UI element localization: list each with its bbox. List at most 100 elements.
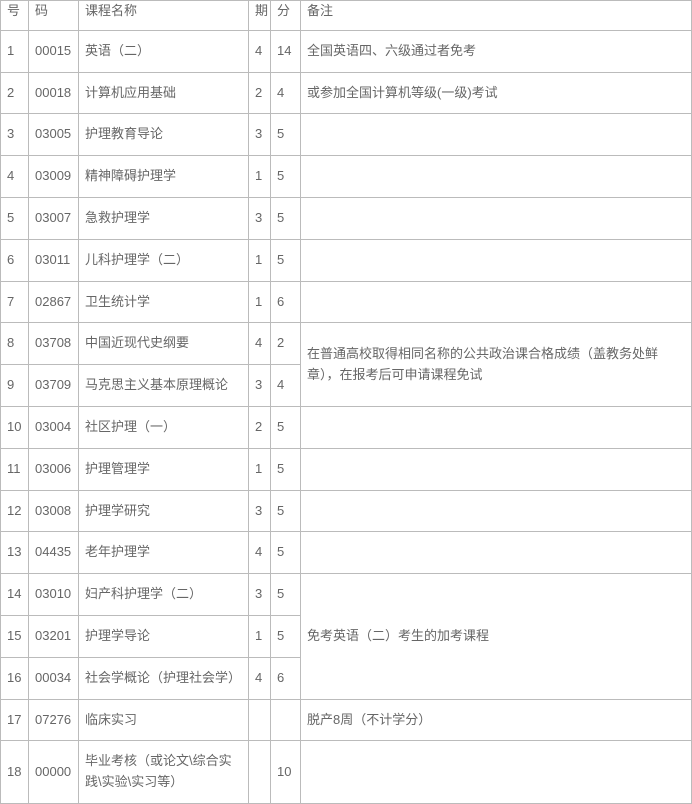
cell-code: 00018 [29, 72, 79, 114]
cell-remark [301, 741, 692, 804]
cell-credit: 14 [271, 30, 301, 72]
cell-name: 儿科护理学（二） [79, 239, 249, 281]
cell-term: 1 [249, 281, 271, 323]
cell-term: 1 [249, 156, 271, 198]
cell-seq: 13 [1, 532, 29, 574]
cell-name: 计算机应用基础 [79, 72, 249, 114]
cell-remark: 脱产8周（不计学分） [301, 699, 692, 741]
cell-remark [301, 239, 692, 281]
cell-term: 3 [249, 574, 271, 616]
table-row: 100015英语（二）414全国英语四、六级通过者免考 [1, 30, 692, 72]
cell-credit: 10 [271, 741, 301, 804]
cell-credit: 4 [271, 72, 301, 114]
cell-credit: 5 [271, 574, 301, 616]
cell-term: 1 [249, 615, 271, 657]
cell-code: 07276 [29, 699, 79, 741]
cell-name: 护理学导论 [79, 615, 249, 657]
cell-seq: 15 [1, 615, 29, 657]
cell-name: 护理管理学 [79, 448, 249, 490]
cell-code: 03006 [29, 448, 79, 490]
cell-code: 03708 [29, 323, 79, 365]
cell-name: 毕业考核（或论文\综合实践\实验\实习等） [79, 741, 249, 804]
cell-seq: 11 [1, 448, 29, 490]
cell-term: 1 [249, 448, 271, 490]
cell-seq: 12 [1, 490, 29, 532]
cell-remark: 或参加全国计算机等级(一级)考试 [301, 72, 692, 114]
cell-term: 4 [249, 657, 271, 699]
header-name: 课程名称 [79, 1, 249, 31]
cell-credit: 5 [271, 156, 301, 198]
cell-credit [271, 699, 301, 741]
cell-name: 急救护理学 [79, 197, 249, 239]
cell-seq: 8 [1, 323, 29, 365]
cell-code: 03005 [29, 114, 79, 156]
cell-name: 临床实习 [79, 699, 249, 741]
cell-term: 3 [249, 197, 271, 239]
cell-credit: 5 [271, 197, 301, 239]
cell-credit: 6 [271, 657, 301, 699]
cell-credit: 5 [271, 114, 301, 156]
cell-seq: 5 [1, 197, 29, 239]
cell-remark [301, 114, 692, 156]
cell-name: 社会学概论（护理社会学） [79, 657, 249, 699]
cell-name: 老年护理学 [79, 532, 249, 574]
cell-seq: 2 [1, 72, 29, 114]
cell-code: 00015 [29, 30, 79, 72]
cell-remark-merged: 免考英语（二）考生的加考课程 [301, 574, 692, 699]
cell-seq: 14 [1, 574, 29, 616]
cell-name: 英语（二） [79, 30, 249, 72]
cell-seq: 10 [1, 406, 29, 448]
cell-remark [301, 406, 692, 448]
cell-code: 00000 [29, 741, 79, 804]
table-row: 1103006护理管理学15 [1, 448, 692, 490]
cell-seq: 9 [1, 365, 29, 407]
table-row: 702867卫生统计学16 [1, 281, 692, 323]
cell-seq: 18 [1, 741, 29, 804]
cell-name: 社区护理（一） [79, 406, 249, 448]
cell-credit: 5 [271, 239, 301, 281]
cell-term: 4 [249, 323, 271, 365]
cell-credit: 5 [271, 448, 301, 490]
cell-name: 马克思主义基本原理概论 [79, 365, 249, 407]
cell-term: 2 [249, 72, 271, 114]
course-table: 号 码 课程名称 期 分 备注 100015英语（二）414全国英语四、六级通过… [0, 0, 692, 804]
cell-code: 03008 [29, 490, 79, 532]
cell-term: 3 [249, 490, 271, 532]
table-row: 603011儿科护理学（二）15 [1, 239, 692, 281]
cell-code: 00034 [29, 657, 79, 699]
cell-remark [301, 448, 692, 490]
table-row: 1003004社区护理（一）25 [1, 406, 692, 448]
cell-name: 卫生统计学 [79, 281, 249, 323]
cell-code: 04435 [29, 532, 79, 574]
cell-remark [301, 281, 692, 323]
cell-seq: 3 [1, 114, 29, 156]
cell-term [249, 741, 271, 804]
cell-credit: 4 [271, 365, 301, 407]
cell-code: 03201 [29, 615, 79, 657]
cell-code: 03007 [29, 197, 79, 239]
cell-term: 4 [249, 532, 271, 574]
cell-seq: 4 [1, 156, 29, 198]
cell-code: 03011 [29, 239, 79, 281]
cell-credit: 5 [271, 406, 301, 448]
cell-remark [301, 532, 692, 574]
cell-name: 精神障碍护理学 [79, 156, 249, 198]
cell-term: 1 [249, 239, 271, 281]
table-row: 803708中国近现代史纲要42在普通高校取得相同名称的公共政治课合格成绩（盖教… [1, 323, 692, 365]
cell-seq: 17 [1, 699, 29, 741]
table-row: 303005护理教育导论35 [1, 114, 692, 156]
cell-remark: 全国英语四、六级通过者免考 [301, 30, 692, 72]
cell-remark [301, 490, 692, 532]
table-row: 1203008护理学研究35 [1, 490, 692, 532]
table-row: 1800000毕业考核（或论文\综合实践\实验\实习等） 10 [1, 741, 692, 804]
cell-credit: 5 [271, 490, 301, 532]
cell-remark [301, 156, 692, 198]
cell-seq: 1 [1, 30, 29, 72]
cell-seq: 7 [1, 281, 29, 323]
table-row: 1403010妇产科护理学（二）35免考英语（二）考生的加考课程 [1, 574, 692, 616]
header-remark: 备注 [301, 1, 692, 31]
cell-remark [301, 197, 692, 239]
cell-credit: 6 [271, 281, 301, 323]
table-row: 200018计算机应用基础24或参加全国计算机等级(一级)考试 [1, 72, 692, 114]
table-row: 503007急救护理学35 [1, 197, 692, 239]
